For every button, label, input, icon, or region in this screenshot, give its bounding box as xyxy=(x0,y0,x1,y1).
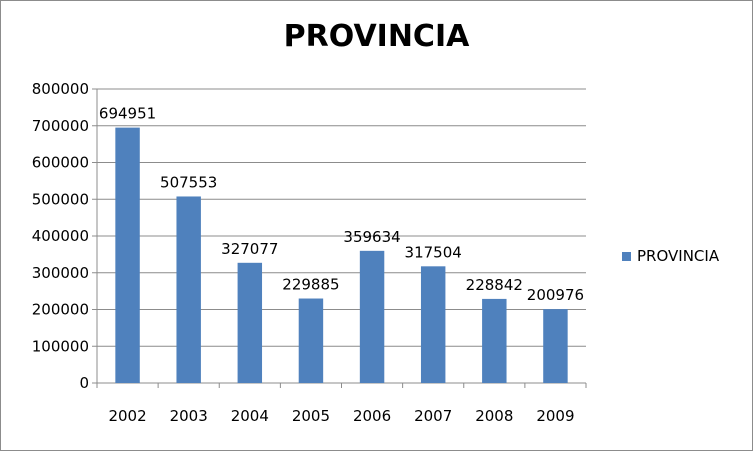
x-tick-label: 2008 xyxy=(475,407,513,425)
y-tick-label: 400000 xyxy=(32,227,89,245)
y-tick-label: 700000 xyxy=(32,117,89,135)
data-label: 229885 xyxy=(282,276,339,294)
y-tick-label: 500000 xyxy=(32,190,89,208)
x-tick-label: 2009 xyxy=(536,407,574,425)
x-tick-label: 2007 xyxy=(414,407,452,425)
bar xyxy=(420,266,446,383)
legend-swatch xyxy=(622,251,631,261)
y-tick-label: 300000 xyxy=(32,264,89,282)
bar xyxy=(543,309,568,383)
data-label: 327077 xyxy=(221,240,278,258)
y-tick-label: 600000 xyxy=(32,154,89,172)
bar xyxy=(359,250,385,383)
data-label: 694951 xyxy=(99,105,156,123)
data-label: 200976 xyxy=(527,286,584,304)
y-tick-label: 100000 xyxy=(32,337,89,355)
legend-label: PROVINCIA xyxy=(637,247,720,265)
bar xyxy=(115,127,140,384)
x-tick-label: 2006 xyxy=(353,407,391,425)
x-tick-label: 2005 xyxy=(292,407,330,425)
data-label: 359634 xyxy=(343,228,400,246)
bar xyxy=(298,298,324,383)
bar xyxy=(237,262,263,383)
y-tick-label: 800000 xyxy=(32,80,89,98)
y-tick-label: 200000 xyxy=(32,301,89,319)
y-tick-label: 0 xyxy=(79,374,89,392)
bar xyxy=(482,298,507,383)
bar xyxy=(176,196,201,383)
data-label: 317504 xyxy=(405,243,462,261)
x-tick-label: 2004 xyxy=(231,407,269,425)
x-tick-label: 2003 xyxy=(170,407,208,425)
legend: PROVINCIA xyxy=(622,247,719,265)
data-label: 507553 xyxy=(160,173,217,191)
x-tick-label: 2002 xyxy=(108,407,146,425)
chart-title: PROVINCIA xyxy=(283,19,470,54)
data-label: 228842 xyxy=(466,276,523,294)
